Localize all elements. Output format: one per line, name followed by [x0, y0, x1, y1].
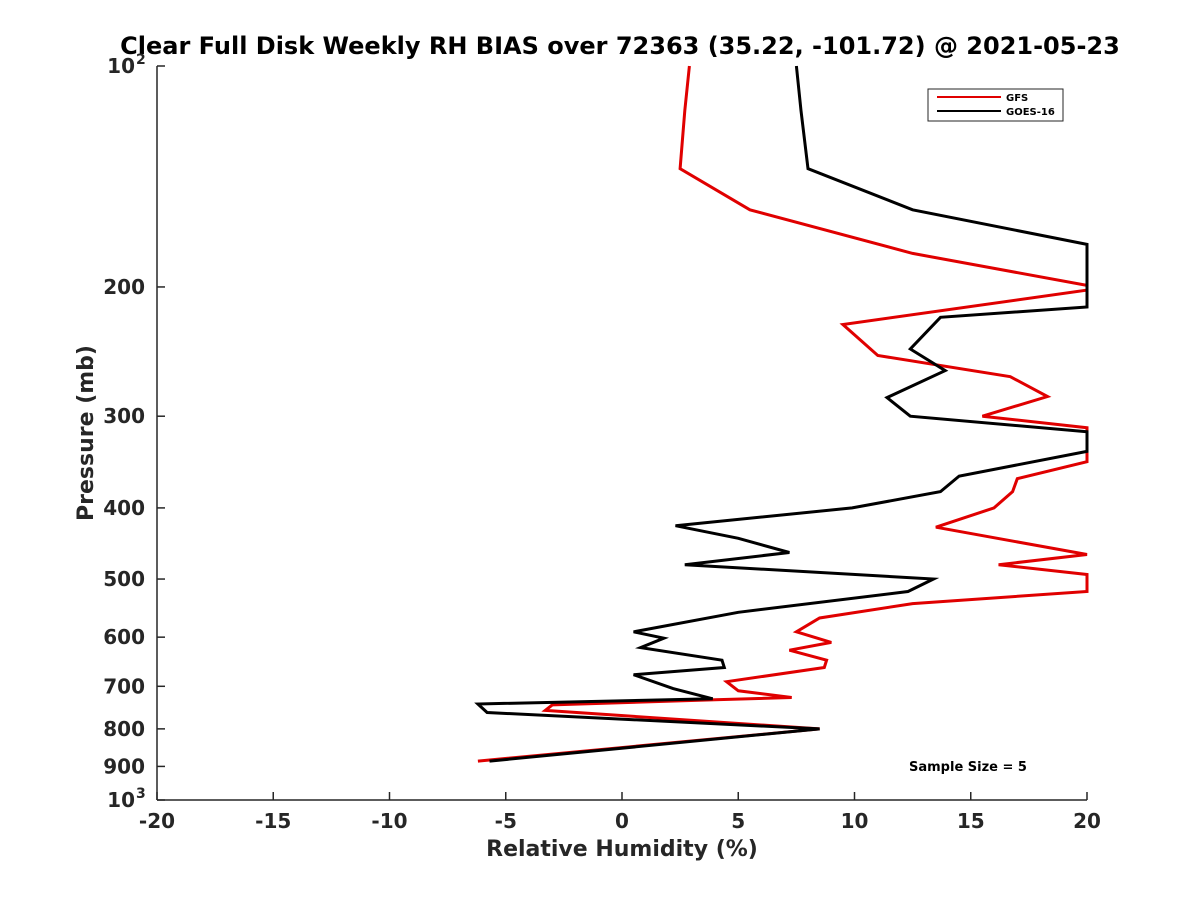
x-tick-label: 5: [731, 809, 745, 833]
x-axis-ticks: -20 -15 -10 -5 0 5 10 15 20: [139, 792, 1101, 833]
series-line-gfs: [477, 65, 1089, 763]
y-tick-label: 800: [103, 717, 145, 741]
y-tick-label: 700: [103, 674, 145, 698]
y-tick-label: 900: [103, 754, 145, 778]
legend-label-gfs: GFS: [1006, 93, 1028, 104]
x-tick-label: 15: [957, 809, 985, 833]
series-line-goes16: [474, 65, 1089, 763]
y-tick-label: 400: [103, 496, 145, 520]
y-tick-label: 10: [107, 788, 135, 812]
sample-size-annotation: Sample Size = 5: [909, 760, 1027, 775]
y-tick-exponent: 2: [136, 52, 146, 68]
y-tick-label: 200: [103, 275, 145, 299]
legend-box: [927, 88, 1064, 122]
chart-title: Clear Full Disk Weekly RH BIAS over 7236…: [120, 32, 1120, 60]
x-tick-label: -5: [495, 809, 517, 833]
x-tick-label: -20: [139, 809, 175, 833]
x-tick-label: 20: [1073, 809, 1101, 833]
x-tick-label: -15: [255, 809, 291, 833]
y-tick-exponent: 3: [136, 786, 146, 802]
y-tick-label: 300: [103, 404, 145, 428]
x-tick-label: -10: [371, 809, 407, 833]
y-tick-label: 600: [103, 625, 145, 649]
legend-label-goes16: GOES-16: [1006, 107, 1055, 118]
y-axis-label: Pressure (mb): [74, 345, 99, 521]
x-axis-label: Relative Humidity (%): [486, 837, 758, 862]
y-tick-label: 10: [107, 54, 135, 78]
legend: GFS GOES-16: [927, 88, 1064, 122]
y-tick-label: 500: [103, 567, 145, 591]
x-tick-label: 0: [615, 809, 629, 833]
series-lines: [474, 65, 1089, 763]
x-tick-label: 10: [841, 809, 869, 833]
